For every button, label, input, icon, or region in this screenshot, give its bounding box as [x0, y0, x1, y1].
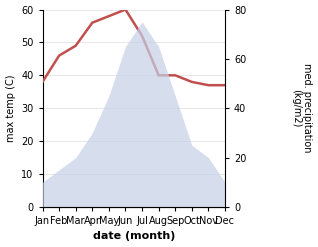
- Y-axis label: med. precipitation
(kg/m2): med. precipitation (kg/m2): [291, 63, 313, 153]
- X-axis label: date (month): date (month): [93, 231, 175, 242]
- Y-axis label: max temp (C): max temp (C): [5, 74, 16, 142]
